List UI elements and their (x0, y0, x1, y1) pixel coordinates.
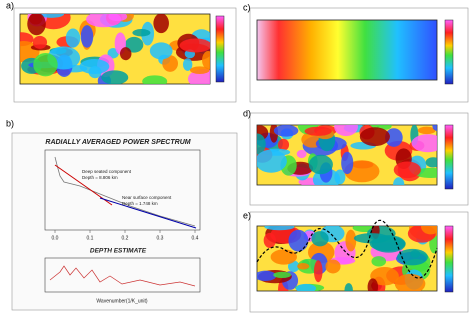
anomaly (288, 229, 309, 252)
panel-label: d) (243, 108, 251, 118)
annotation: Depth = 1.748 km (122, 201, 158, 206)
anomaly (359, 127, 390, 147)
panel-label: a) (6, 0, 14, 10)
colorbar (444, 124, 454, 190)
panel-label: c) (243, 2, 251, 12)
panel-label: b) (6, 118, 14, 128)
panel-frame (11, 132, 238, 311)
anomaly (345, 229, 357, 252)
anomaly (257, 149, 287, 173)
anomaly (308, 154, 333, 175)
anomaly (142, 75, 168, 84)
anomaly (394, 273, 426, 291)
anomaly (162, 55, 179, 72)
anomaly (273, 125, 299, 137)
anomaly (344, 160, 380, 183)
panel-frame (249, 112, 469, 206)
anomaly (264, 226, 295, 231)
map-c (256, 19, 438, 81)
colorbar (444, 225, 454, 293)
anomaly (393, 177, 405, 185)
colorbar (215, 15, 225, 83)
anomaly (385, 128, 403, 147)
map-d-field (257, 125, 437, 185)
anomaly (153, 14, 169, 34)
anomaly (202, 51, 210, 70)
anomaly (313, 260, 323, 283)
anomaly (149, 42, 173, 60)
anomaly (270, 249, 297, 265)
anomaly (119, 47, 132, 61)
anomaly (325, 259, 341, 274)
anomaly (80, 25, 94, 48)
boundary-line (256, 219, 438, 279)
map-a-field (20, 14, 210, 84)
anomaly (107, 48, 119, 59)
plot-frame (44, 149, 201, 231)
plot-frame (44, 257, 201, 293)
anomaly (277, 138, 290, 151)
anomaly (33, 52, 58, 77)
anomaly (334, 125, 358, 137)
map-e-field (257, 226, 437, 291)
panel-frame (13, 7, 237, 103)
anomaly (417, 126, 436, 135)
anomaly (124, 36, 144, 53)
anomaly (311, 231, 329, 247)
anomaly (108, 14, 128, 22)
anomaly (425, 157, 437, 168)
anomaly (32, 35, 48, 49)
anomaly (38, 14, 65, 18)
anomaly (367, 278, 379, 291)
depth-curve (49, 265, 196, 287)
anomaly (411, 134, 437, 153)
anomaly (420, 226, 437, 235)
anomaly (179, 38, 210, 53)
x-ticks: 0.0 0.1 0.2 0.3 0.4 (52, 230, 199, 241)
anomaly (304, 126, 332, 136)
x-tick-label: 0.1 (87, 235, 94, 241)
anomaly (295, 283, 317, 291)
panel-label: e) (243, 210, 251, 220)
anomaly (263, 232, 276, 249)
spectrum-title: RADIALLY AVERAGED POWER SPECTRUM (45, 139, 190, 146)
anomaly (297, 263, 310, 270)
annotation: Near surface component (122, 195, 172, 200)
near-fit (99, 197, 197, 229)
anomaly (257, 270, 277, 282)
panel-frame (249, 211, 469, 313)
anomaly (182, 58, 193, 71)
anomaly (189, 66, 210, 74)
anomaly (344, 283, 353, 291)
anomaly (397, 248, 429, 266)
annotation: Deep seated component (82, 169, 132, 174)
spectrum-curve (54, 156, 196, 227)
x-tick-label: 0.3 (157, 235, 164, 241)
anomaly (132, 29, 151, 37)
anomaly (393, 161, 421, 179)
anomaly (88, 66, 102, 79)
x-tick-label: 0.4 (192, 235, 199, 241)
colorbar (444, 19, 454, 85)
anomaly (257, 133, 266, 155)
anomaly (371, 256, 387, 267)
x-tick-label: 0.2 (122, 235, 129, 241)
anomaly (27, 14, 46, 36)
anomaly (101, 70, 129, 84)
anomaly (432, 125, 437, 131)
anomaly (273, 271, 292, 279)
panel-frame (249, 7, 469, 103)
anomaly (65, 28, 81, 48)
depth-title: DEPTH ESTIMATE (90, 248, 147, 255)
annotation: Depth = 8.806 km (82, 175, 118, 180)
x-axis-label: Wavenumber(1/K_unit) (96, 298, 148, 304)
anomaly (296, 149, 307, 159)
anomaly (353, 233, 389, 244)
anomaly (370, 266, 399, 286)
anomaly (341, 151, 354, 175)
x-tick-label: 0.0 (52, 235, 59, 241)
